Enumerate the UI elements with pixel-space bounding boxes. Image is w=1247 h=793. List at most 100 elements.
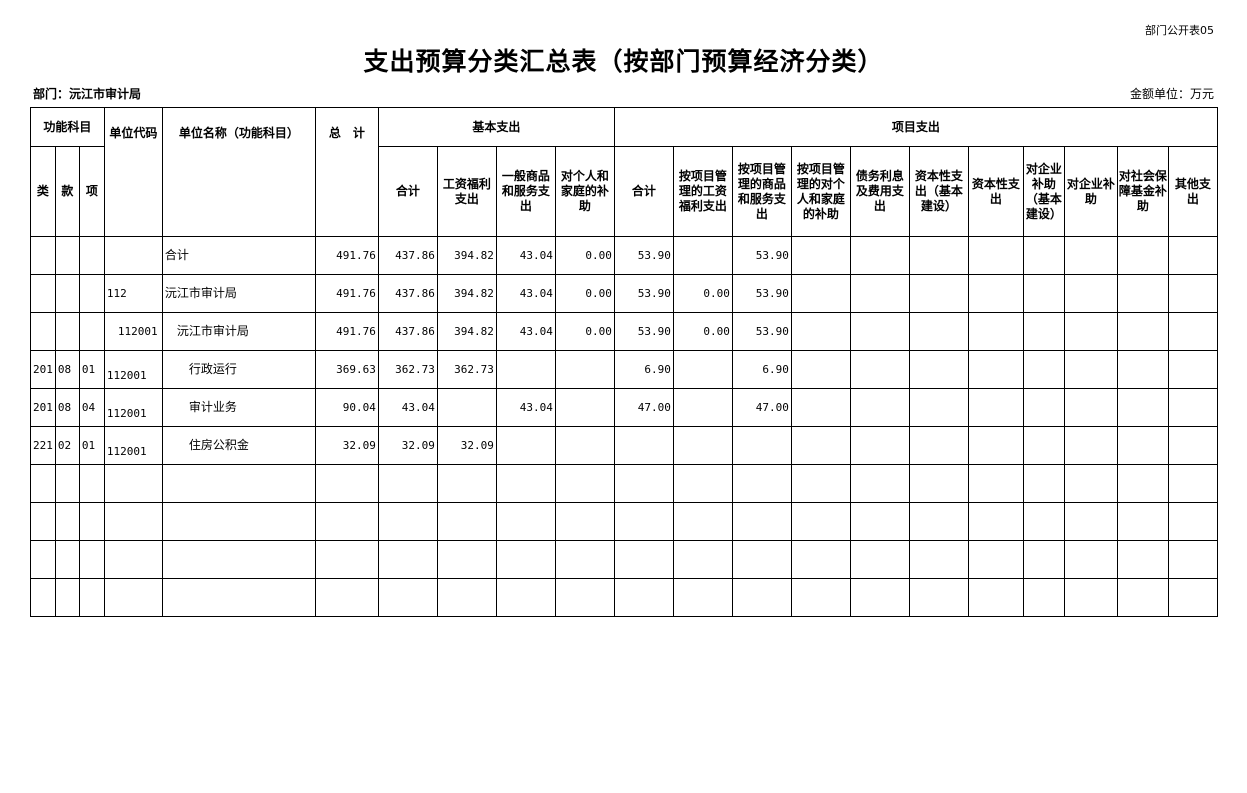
cell-name: [161, 540, 316, 579]
cell-value: [436, 540, 497, 579]
cell-value: [554, 502, 615, 541]
cell-value: 32.09: [314, 426, 379, 465]
cell-value: [967, 236, 1024, 275]
cell-value: [967, 540, 1024, 579]
cell-value: [672, 388, 733, 427]
table-row: [30, 464, 1218, 503]
cell-value: [436, 388, 497, 427]
cell-value: [1116, 578, 1169, 617]
cell-value: [377, 578, 438, 617]
cell-value: [554, 426, 615, 465]
cell-value: [1022, 236, 1065, 275]
table-row: 合计 491.76 437.86 394.82 43.04 0.00 53.90 53.90: [30, 236, 1218, 275]
header-code: 单位代码: [103, 107, 163, 237]
cell-value: [613, 426, 674, 465]
cell-code: 112001: [103, 388, 163, 427]
cell-lei: [30, 464, 56, 503]
cell-value: [908, 312, 969, 351]
cell-value: [731, 502, 792, 541]
cell-value: 437.86: [377, 274, 438, 313]
header-project-col: 债务利息及费用支出: [849, 146, 910, 237]
cell-value: [967, 274, 1024, 313]
cell-value: [314, 540, 379, 579]
cell-xiang: [78, 312, 105, 351]
cell-value: [1022, 540, 1065, 579]
cell-value: 47.00: [613, 388, 674, 427]
cell-kuan: 08: [54, 388, 80, 427]
table-row: 112001 沅江市审计局 491.76 437.86 394.82 43.04 0.00 5…: [30, 312, 1218, 351]
cell-value: [613, 502, 674, 541]
cell-value: 491.76: [314, 236, 379, 275]
cell-value: 362.73: [377, 350, 438, 389]
cell-value: [967, 350, 1024, 389]
cell-value: [672, 540, 733, 579]
cell-value: [1022, 578, 1065, 617]
unit-label: 金额单位：万元: [1129, 87, 1214, 101]
header-project: 项目支出: [613, 107, 1218, 147]
cell-value: [731, 426, 792, 465]
cell-value: [314, 578, 379, 617]
cell-kuan: [54, 502, 80, 541]
cell-kuan: 08: [54, 350, 80, 389]
cell-value: 6.90: [613, 350, 674, 389]
cell-value: [1022, 388, 1065, 427]
table-row: 201 08 04 112001 审计业务 90.04 43.04 43.04 47.00 47.…: [30, 388, 1218, 427]
cell-value: 491.76: [314, 312, 379, 351]
cell-name: [161, 502, 316, 541]
table-row: 112 沅江市审计局 491.76 437.86 394.82 43.04 0.00 53.9…: [30, 274, 1218, 313]
cell-code: [103, 578, 163, 617]
cell-value: [1022, 312, 1065, 351]
header-project-col: 资本性支出: [967, 146, 1024, 237]
header-project-col: 对企业补助（基本建设）: [1022, 146, 1065, 237]
cell-value: 437.86: [377, 312, 438, 351]
cell-value: [1167, 426, 1218, 465]
cell-name: 住房公积金: [161, 426, 316, 465]
cell-value: [790, 578, 851, 617]
cell-value: [908, 274, 969, 313]
cell-value: [495, 502, 556, 541]
cell-value: 0.00: [554, 312, 615, 351]
cell-value: [1022, 274, 1065, 313]
header-basic-col: 一般商品和服务支出: [495, 146, 556, 237]
cell-value: [1022, 464, 1065, 503]
cell-code: 112001: [103, 426, 163, 465]
cell-xiang: [78, 274, 105, 313]
cell-value: [908, 388, 969, 427]
cell-value: [849, 502, 910, 541]
cell-value: [613, 540, 674, 579]
table-row: [30, 578, 1218, 617]
cell-lei: 201: [30, 350, 56, 389]
cell-value: [377, 540, 438, 579]
cell-lei: [30, 236, 56, 275]
cell-value: 0.00: [672, 312, 733, 351]
cell-value: [849, 464, 910, 503]
cell-value: [1022, 350, 1065, 389]
header-lei: 类: [30, 146, 56, 237]
cell-value: [1167, 464, 1218, 503]
header-func: 功能科目: [30, 107, 105, 147]
header-xiang: 项: [78, 146, 105, 237]
cell-value: 0.00: [672, 274, 733, 313]
cell-value: [849, 388, 910, 427]
cell-value: [672, 236, 733, 275]
cell-lei: [30, 578, 56, 617]
cell-value: [672, 350, 733, 389]
cell-value: [1167, 274, 1218, 313]
cell-value: [314, 464, 379, 503]
cell-value: [849, 236, 910, 275]
cell-value: [967, 578, 1024, 617]
cell-xiang: 01: [78, 350, 105, 389]
cell-value: [849, 540, 910, 579]
cell-value: [790, 274, 851, 313]
cell-value: [1116, 464, 1169, 503]
cell-value: [790, 464, 851, 503]
cell-value: [1063, 274, 1118, 313]
cell-value: [436, 502, 497, 541]
cell-value: [790, 388, 851, 427]
cell-value: [849, 350, 910, 389]
cell-value: 362.73: [436, 350, 497, 389]
cell-value: [967, 388, 1024, 427]
cell-xiang: 01: [78, 426, 105, 465]
header-project-col: 按项目管理的工资福利支出: [672, 146, 733, 237]
cell-value: 491.76: [314, 274, 379, 313]
